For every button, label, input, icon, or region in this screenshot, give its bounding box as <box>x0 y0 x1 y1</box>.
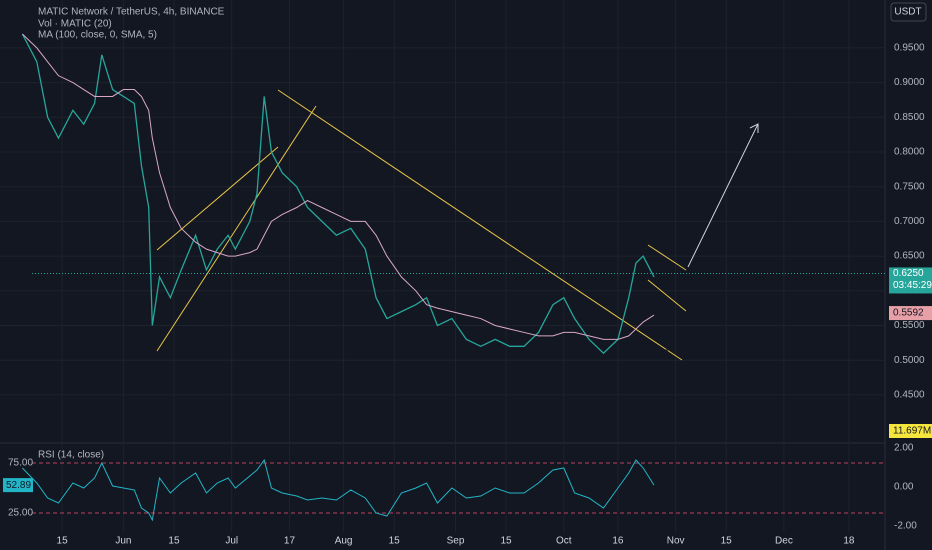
countdown-text: 03:45:29 <box>893 280 932 291</box>
rsi-right-label: 0.00 <box>894 482 914 493</box>
y-tick-label: 0.4500 <box>894 390 925 401</box>
trendlines <box>156 89 687 361</box>
x-tick-label: Oct <box>556 536 572 547</box>
x-tick-label: 15 <box>721 536 733 547</box>
x-tick-label: 15 <box>500 536 512 547</box>
x-tick-label: Aug <box>335 536 353 547</box>
x-tick-label: 15 <box>57 536 69 547</box>
price-badge <box>889 267 932 294</box>
x-tick-label: 18 <box>843 536 855 547</box>
rsi-label: RSI (14, close) <box>38 450 104 461</box>
rsi-badge <box>3 478 33 493</box>
currency[interactable]: USDT <box>894 7 921 18</box>
y-tick-label: 0.7000 <box>894 216 925 227</box>
y-tick-label: 0.5500 <box>894 320 925 331</box>
x-tick-label: Nov <box>667 536 685 547</box>
volume-label: Vol · MATIC (20) <box>38 19 112 30</box>
channel-line <box>156 105 317 352</box>
y-tick-label: 0.5000 <box>894 355 925 366</box>
price-line <box>21 33 655 355</box>
price-badge-text: 0.6250 <box>893 268 924 279</box>
x-tick-label: Dec <box>775 536 793 547</box>
chart-title: MATIC Network / TetherUS, 4h, BINANCE <box>38 7 225 18</box>
volume-badge-text: 11.697M <box>893 426 931 437</box>
ma-badge-text: 0.5592 <box>893 308 924 319</box>
currency-button[interactable] <box>890 2 927 22</box>
price-badge <box>889 424 932 438</box>
channel-line <box>156 146 279 251</box>
y-tick-label: 0.7500 <box>894 181 925 192</box>
projection-arrow <box>687 123 759 268</box>
flag-line <box>647 244 687 271</box>
x-tick-label: Jun <box>115 536 131 547</box>
rsi-right-label: 2.00 <box>894 443 914 454</box>
y-tick-label: 0.8000 <box>894 147 925 158</box>
y-tick-label: 0.9500 <box>894 43 925 54</box>
grid <box>0 0 885 532</box>
y-tick-label: 0.9000 <box>894 77 925 88</box>
ma-line <box>22 33 655 340</box>
rsi-badge-text: 52.89 <box>6 480 31 491</box>
x-tick-label: 17 <box>284 536 296 547</box>
marks <box>21 33 885 522</box>
x-tick-label: Jul <box>225 536 238 547</box>
flag-line <box>647 279 687 312</box>
price-badge <box>889 306 932 321</box>
x-tick-label: Sep <box>447 536 465 547</box>
y-tick-label: 0.8500 <box>894 112 925 123</box>
ma-label: MA (100, close, 0, SMA, 5) <box>38 30 157 41</box>
rsi-line <box>22 458 655 522</box>
rsi-level-label: 75.00 <box>8 458 33 469</box>
x-tick-label: 15 <box>389 536 401 547</box>
rsi-right-label: -2.00 <box>894 521 917 532</box>
trendline <box>277 89 683 361</box>
x-tick-label: 16 <box>612 536 624 547</box>
x-tick-label: 15 <box>168 536 180 547</box>
y-tick-label: 0.6500 <box>894 251 925 262</box>
rsi-level-label: 25.00 <box>8 508 33 519</box>
